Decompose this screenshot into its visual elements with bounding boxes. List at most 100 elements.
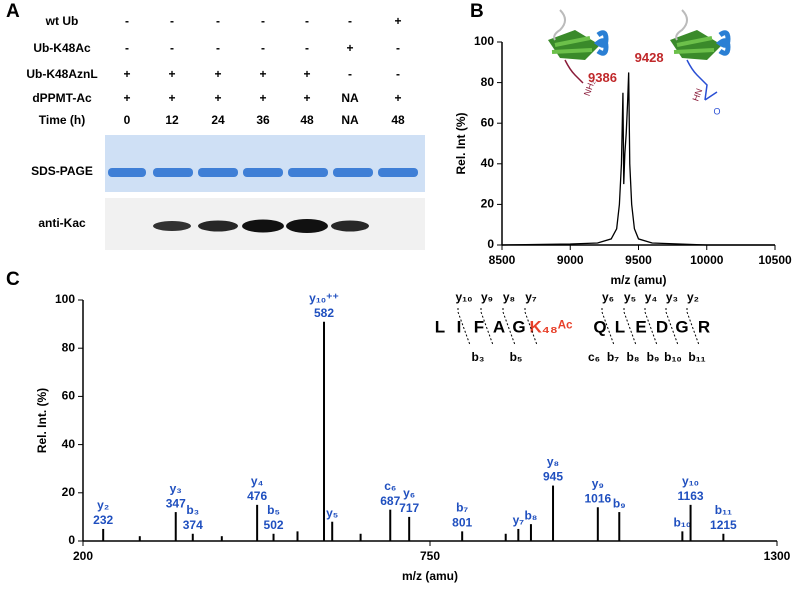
y-tick-label: 20 [62,485,76,499]
cell: - [216,41,220,55]
cell: + [123,91,130,105]
x-tick-label: 200 [73,549,93,563]
ion-label: y₂ [97,498,109,512]
x-tick-label: 10500 [758,253,792,267]
cell: - [170,14,174,28]
ion-label: b₉ [613,496,626,510]
cell: 48 [300,113,314,127]
cell: + [346,41,353,55]
fragment-bottom: b₃ [472,350,485,364]
y-tick-label: 40 [62,437,76,451]
mz-label: 717 [399,501,419,515]
row-label: Time (h) [39,113,85,127]
cell: - [348,14,352,28]
sds-bands [108,168,418,177]
ion-label: c₆ [384,479,396,493]
y-tick-label: 80 [62,340,76,354]
y-tick-label: 60 [62,389,76,403]
cell: + [123,67,130,81]
ion-label: b₁₁ [715,503,732,517]
y-axis-label: Rel. Int (%) [454,112,468,174]
residue: D [656,317,668,336]
ion-label: y₄ [251,474,264,488]
cell: + [303,91,310,105]
cell: - [216,14,220,28]
cell: + [168,91,175,105]
ion-label: y₁₀ [682,474,699,488]
fragment-bottom: b₁₀ [664,350,682,364]
y-tick-label: 20 [481,197,495,211]
row-label: wt Ub [45,14,79,28]
ion-label: y₁₀⁺⁺ [309,291,339,305]
mz-label: 687 [380,494,400,508]
spectrum-line [501,72,775,246]
fragment-cut [601,308,615,346]
fragment-cut [644,308,658,346]
y-tick-label: 0 [487,237,494,251]
fragment-top: y₉ [481,290,493,304]
cell: NA [341,113,359,127]
mz-label: 374 [183,518,203,532]
row-label: dPPMT-Ac [32,91,92,105]
cell: + [394,14,401,28]
cell: - [396,41,400,55]
cell: - [261,41,265,55]
fragment-bottom: b₅ [510,350,523,364]
fragment-cut [502,308,516,346]
mz-label: 582 [314,306,334,320]
cell: - [125,41,129,55]
panel-label: C [6,269,20,290]
cell: - [305,41,309,55]
ion-label: b₅ [267,503,280,517]
fragment-top: y₁₀ [455,290,472,304]
x-tick-label: 9500 [625,253,652,267]
residue: G [675,317,688,336]
residue: R [698,317,710,336]
fragment-top: y₇ [525,290,537,304]
ubiquitin-cartoon [548,9,731,101]
ion-label: y₃ [170,481,182,495]
mz-label: 1016 [584,491,611,505]
cell: + [303,67,310,81]
fragment-cut [665,308,679,346]
cartoon-label: HN [690,87,704,103]
mz-label: 476 [247,489,267,503]
cartoon-label: O [713,106,720,116]
cell: - [125,14,129,28]
mz-label: 801 [452,516,472,530]
x-tick-label: 9000 [557,253,584,267]
cell: + [394,91,401,105]
cell: NA [341,91,359,105]
fragment-cut [623,308,637,346]
mz-label: 232 [93,513,113,527]
residue: Q [593,317,606,336]
residue: I [457,317,462,336]
cell: + [168,67,175,81]
ion-label: b₈ [524,508,537,522]
ion-label: b₇ [456,501,468,515]
y-tick-label: 100 [474,34,494,48]
ion-label: b₁₀ [674,516,692,530]
cell: - [396,67,400,81]
residue: A [493,317,505,336]
panel-label: B [470,1,484,22]
y-axis-label: Rel. Int. (%) [35,388,49,453]
cell: - [348,67,352,81]
x-axis-label: m/z (amu) [402,569,458,583]
cell: - [305,14,309,28]
fragment-cut [686,308,700,346]
fragment-top: y₄ [645,290,658,304]
cell: - [261,14,265,28]
fragment-top: y₅ [624,290,636,304]
x-tick-label: 1300 [764,549,791,563]
fragment-cut [524,308,538,346]
residue: L [435,317,445,336]
fragment-top: y₃ [666,290,678,304]
ion-label: y₉ [592,476,604,490]
ion-label: y₆ [403,486,415,500]
ion-label: y₇ [513,513,525,527]
x-tick-label: 8500 [489,253,516,267]
fragment-top: y₂ [687,290,699,304]
fragment-bottom: c₆ [588,350,600,364]
